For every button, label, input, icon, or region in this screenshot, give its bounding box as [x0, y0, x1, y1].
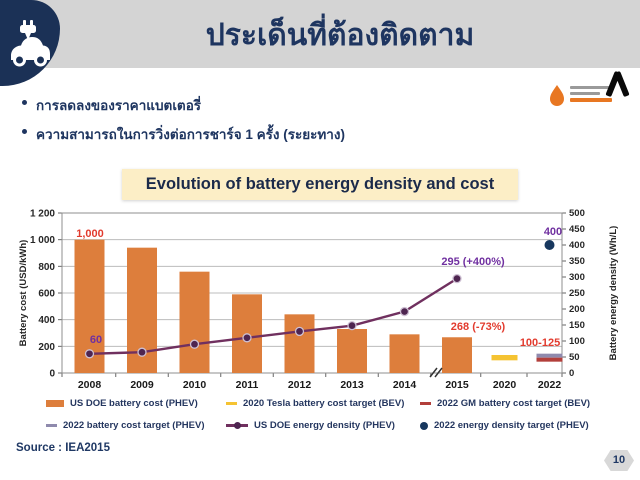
svg-text:500: 500	[569, 208, 585, 219]
legend-item: 2022 GM battery cost target (BEV)	[420, 398, 632, 409]
annotation: 268 (-73%)	[451, 321, 506, 333]
svg-text:600: 600	[38, 289, 55, 300]
legend-label: 2022 GM battery cost target (BEV)	[437, 398, 591, 409]
svg-text:200: 200	[38, 342, 55, 353]
svg-text:1 000: 1 000	[30, 235, 55, 246]
battery-chart: 0 200 400 600 800 1 000 1 200 0 50 100 150 200 250 30…	[14, 206, 626, 392]
legend-item: US DOE battery cost (PHEV)	[46, 398, 226, 409]
annotation: 100-125	[520, 337, 560, 349]
legend-item: 2022 battery cost target (PHEV)	[46, 420, 226, 431]
svg-text:50: 50	[569, 352, 580, 363]
target-bar-2022	[536, 357, 563, 362]
legend-swatch-line-dot	[226, 422, 248, 429]
logo-text-line	[570, 86, 610, 89]
legend-item: US DOE energy density (PHEV)	[226, 420, 420, 431]
x-tick-label: 2022	[538, 379, 562, 391]
svg-text:250: 250	[569, 288, 585, 299]
bar-2010	[179, 271, 210, 373]
chart-legend: US DOE battery cost (PHEV) 2020 Tesla bat…	[46, 398, 632, 431]
mourning-ribbon-icon	[605, 70, 630, 98]
svg-text:0: 0	[569, 368, 574, 379]
svg-text:300: 300	[569, 272, 585, 283]
legend-label: 2020 Tesla battery cost target (BEV)	[243, 398, 405, 409]
x-tick-label: 2010	[183, 379, 207, 391]
logo-text-line	[570, 92, 600, 95]
axis-break-mark	[429, 367, 438, 378]
logo-text-line	[570, 98, 612, 102]
right-axis-title: Battery energy density (Wh/L)	[608, 226, 619, 361]
svg-text:350: 350	[569, 256, 585, 267]
legend-swatch-dash	[226, 402, 237, 405]
bar-2012	[284, 314, 315, 373]
page-number-badge: 10	[604, 450, 634, 471]
axis-break-mark	[434, 367, 443, 378]
header-bar: ประเด็นที่ต้องติดตาม	[0, 0, 640, 68]
x-tick-label: 2015	[445, 379, 469, 391]
legend-label: US DOE battery cost (PHEV)	[70, 398, 198, 409]
legend-label: 2022 battery cost target (PHEV)	[63, 420, 205, 431]
bullet-item: ความสามารถในการวิ่งต่อการชาร์จ 1 ครั้ง (…	[22, 123, 345, 145]
svg-text:200: 200	[569, 304, 585, 315]
legend-item: 2022 energy density target (PHEV)	[420, 420, 632, 431]
legend-swatch-dash	[420, 402, 431, 405]
x-tick-label: 2020	[493, 379, 517, 391]
page-title: ประเด็นที่ต้องติดตาม	[205, 19, 475, 52]
svg-text:100: 100	[569, 336, 585, 347]
annotation: 400	[544, 226, 562, 238]
svg-text:1 200: 1 200	[30, 209, 55, 220]
svg-text:800: 800	[38, 262, 55, 273]
legend-item: 2020 Tesla battery cost target (BEV)	[226, 398, 420, 409]
bar-2013	[337, 329, 367, 373]
annotation: 295 (+400%)	[441, 256, 505, 268]
target-bar-2020	[491, 355, 518, 361]
annotation: 1,000	[76, 228, 104, 240]
svg-text:400: 400	[569, 240, 585, 251]
bar-2015	[442, 337, 472, 373]
bullet-list: การลดลงของราคาแบตเตอรี่ ความสามารถในการว…	[22, 94, 345, 152]
electric-car-badge	[0, 0, 60, 86]
legend-swatch-dot	[420, 421, 428, 430]
x-tick-label: 2008	[78, 379, 102, 391]
chart-title-banner: Evolution of battery energy density and …	[122, 169, 518, 200]
legend-label: US DOE energy density (PHEV)	[254, 420, 395, 431]
svg-text:400: 400	[38, 315, 55, 326]
annotation: 60	[90, 334, 102, 346]
left-axis-title: Battery cost (USD/kWh)	[18, 240, 29, 347]
source-note: Source : IEA2015	[16, 442, 110, 454]
svg-text:450: 450	[569, 224, 585, 235]
flame-icon	[548, 84, 566, 113]
x-tick-label: 2013	[340, 379, 364, 391]
energy-density-line	[84, 273, 462, 359]
x-tick-label: 2014	[393, 379, 417, 391]
bullet-item: การลดลงของราคาแบตเตอรี่	[22, 94, 345, 116]
legend-swatch-dash	[46, 424, 57, 427]
x-tick-label: 2011	[236, 379, 259, 391]
ministry-of-energy-logo	[548, 82, 618, 112]
x-tick-label: 2009	[130, 379, 154, 391]
density-target-dot	[544, 240, 555, 250]
svg-text:0: 0	[49, 369, 55, 380]
legend-label: 2022 energy density target (PHEV)	[434, 420, 589, 431]
battery-chart-svg: 0 200 400 600 800 1 000 1 200 0 50 100 150 200 250 30…	[18, 208, 619, 391]
x-tick-label: 2012	[288, 379, 312, 391]
svg-text:150: 150	[569, 320, 585, 331]
bar-2014	[389, 334, 420, 373]
target-bar-2022	[536, 353, 563, 358]
legend-swatch-rect	[46, 400, 64, 407]
